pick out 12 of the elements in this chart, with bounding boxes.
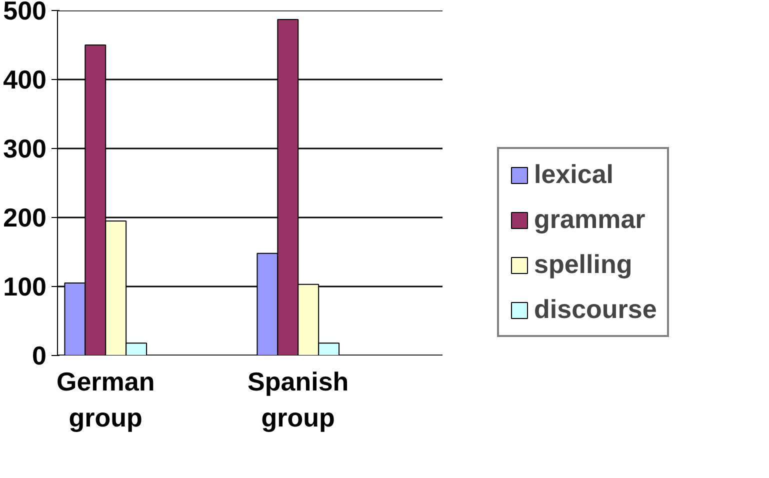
legend-label: grammar (534, 204, 646, 235)
x-tick-label: Spanish group (248, 366, 349, 432)
y-tick-label: 0 (32, 340, 47, 370)
y-tick-label: 100 (3, 272, 47, 302)
legend-label: spelling (534, 249, 632, 280)
legend-label: lexical (534, 159, 614, 190)
y-tick-label: 200 (3, 202, 47, 232)
y-tick-label: 400 (3, 64, 47, 94)
y-tick-label: 300 (3, 134, 47, 164)
legend-label: discourse (534, 294, 657, 325)
y-tick-label: 500 (3, 0, 47, 26)
x-tick-label: German group (56, 366, 155, 432)
